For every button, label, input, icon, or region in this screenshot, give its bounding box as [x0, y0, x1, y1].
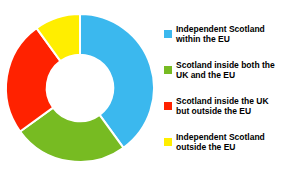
- legend-label: Scotland inside the UKbut outside the EU: [176, 96, 269, 116]
- legend-label: Scotland inside both theUK and the EU: [176, 60, 275, 80]
- chart: Independent Scotlandwithin the EU Scotlan…: [0, 0, 300, 176]
- background: [0, 0, 300, 176]
- legend-swatch: [164, 66, 172, 74]
- legend-label: Independent Scotlandoutside the EU: [176, 132, 265, 152]
- legend-swatch: [164, 138, 172, 146]
- legend-label: Independent Scotlandwithin the EU: [175, 24, 265, 44]
- legend-swatch: [164, 102, 172, 110]
- donut-slice: [37, 14, 80, 61]
- donut: [6, 14, 154, 162]
- legend-swatch: [164, 30, 172, 38]
- legend: Independent Scotlandwithin the EU Scotlan…: [164, 24, 275, 152]
